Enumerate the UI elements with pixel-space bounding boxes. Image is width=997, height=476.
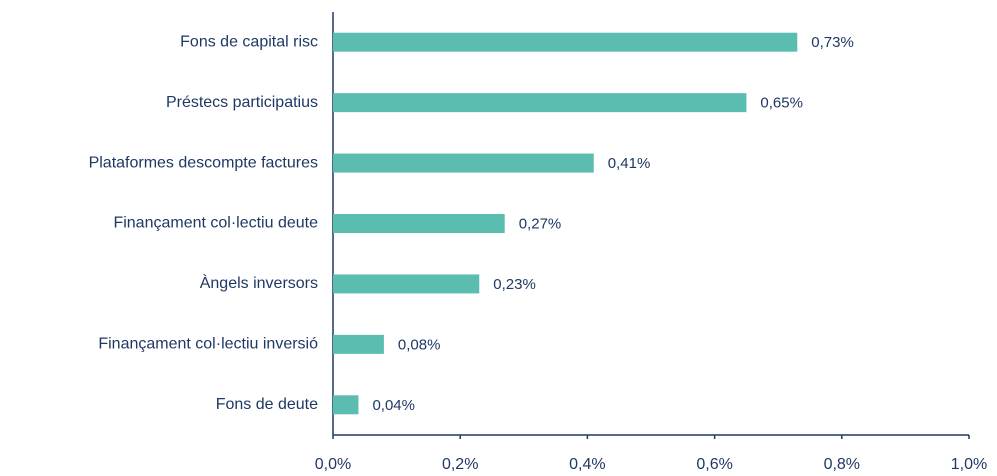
- y-tick-label: Fons de deute: [216, 396, 318, 413]
- x-tick-label: 0,8%: [824, 456, 860, 473]
- bar: [333, 334, 384, 354]
- bar: [333, 395, 359, 415]
- y-tick-label: Plataformes descompte factures: [89, 154, 318, 171]
- data-label: 0,65%: [760, 95, 803, 112]
- x-tick-label: 1,0%: [951, 456, 987, 473]
- y-tick-label: Préstecs participatius: [166, 94, 318, 111]
- x-tick-label: 0,0%: [315, 456, 351, 473]
- bar: [333, 214, 505, 233]
- bar: [333, 32, 798, 52]
- x-tick-label: 0,4%: [569, 456, 605, 473]
- data-label: 0,08%: [398, 336, 441, 353]
- bar: [333, 93, 747, 113]
- y-tick-label: Finançament col·lectiu deute: [113, 215, 318, 232]
- bar: [333, 274, 480, 294]
- y-tick-label: Finançament col·lectiu inversió: [98, 336, 318, 353]
- data-label: 0,04%: [372, 397, 415, 414]
- x-tick-label: 0,6%: [696, 456, 732, 473]
- data-label: 0,23%: [493, 276, 536, 293]
- bar: [333, 153, 594, 173]
- x-tick-label: 0,2%: [442, 456, 478, 473]
- y-tick-label: Àngels inversors: [200, 273, 318, 292]
- data-label: 0,41%: [608, 155, 651, 172]
- y-tick-label: Fons de capital risc: [180, 33, 318, 50]
- data-label: 0,73%: [811, 34, 854, 51]
- data-label: 0,27%: [519, 215, 562, 232]
